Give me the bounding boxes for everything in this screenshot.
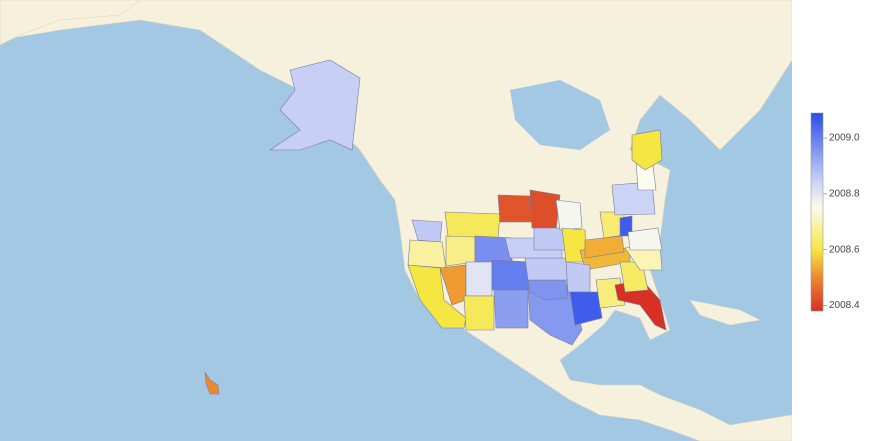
colorbar-ticks: 2008.4 2008.6 2008.8 2009.0 [823,133,860,311]
tick-label: 2008.4 [829,300,860,311]
region [555,199,583,231]
region [204,371,220,395]
legend-panel [792,0,870,441]
region [497,194,533,223]
landmass [0,0,793,441]
regions [204,59,667,395]
region [529,189,561,231]
region [533,227,567,251]
gulf [575,315,650,372]
region [463,295,495,331]
region [444,211,501,241]
region [631,129,663,171]
hudson-bay [510,80,610,150]
region [491,259,531,291]
region [524,257,569,281]
tick-label: 2008.6 [829,244,860,255]
tick-label: 2009.0 [829,133,860,144]
colorbar [810,112,824,312]
region [569,291,603,326]
land [689,299,761,326]
region [407,264,467,329]
region [493,289,529,329]
region [407,239,447,269]
region [269,59,361,151]
region [445,235,476,267]
region [465,261,493,297]
region [565,261,591,293]
region [627,227,663,251]
land [0,0,141,46]
tick-label: 2008.8 [829,189,860,200]
